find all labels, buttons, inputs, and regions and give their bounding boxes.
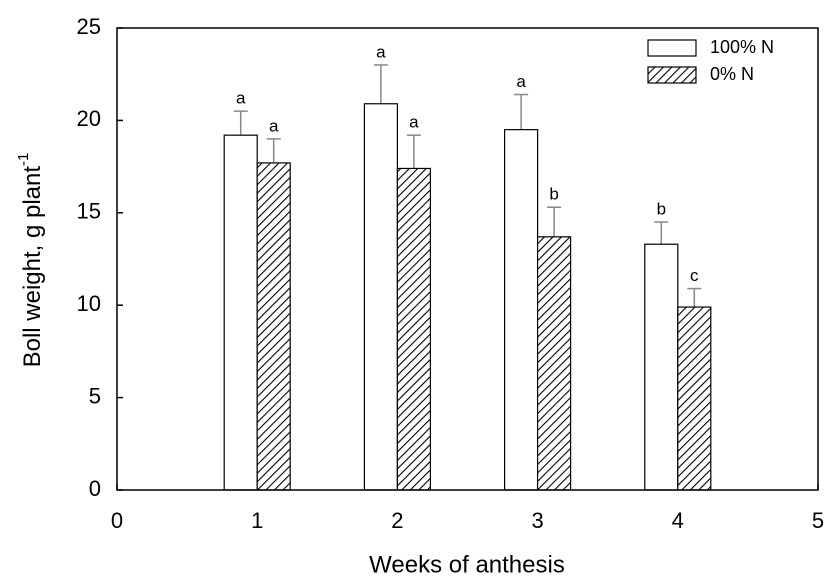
y-tick-label: 10 — [77, 291, 101, 316]
significance-letter: a — [516, 72, 526, 91]
y-tick-label: 0 — [89, 476, 101, 501]
bar — [396, 167, 431, 491]
legend-swatch — [647, 39, 697, 57]
y-tick-label: 25 — [77, 14, 101, 39]
x-tick-label: 5 — [812, 508, 824, 533]
bar — [363, 103, 398, 491]
x-tick-label: 4 — [672, 508, 684, 533]
significance-letter: a — [409, 113, 419, 132]
y-tick-label: 5 — [89, 383, 101, 408]
bar — [223, 134, 258, 491]
legend-label: 0% N — [710, 64, 754, 84]
legend-label: 100% N — [710, 37, 774, 57]
y-axis-label: Boll weight, g plant-1 — [15, 153, 46, 368]
x-axis-label: Weeks of anthesis — [369, 551, 565, 578]
x-tick-label: 0 — [111, 508, 123, 533]
significance-letter: c — [690, 266, 699, 285]
bar — [504, 129, 539, 491]
y-axis-label-sup: -1 — [15, 153, 32, 166]
significance-letter: a — [269, 116, 279, 135]
bar — [677, 306, 712, 491]
y-tick-label: 20 — [77, 106, 101, 131]
significance-letter: a — [236, 89, 246, 108]
significance-letter: b — [657, 200, 666, 219]
x-tick-label: 1 — [251, 508, 263, 533]
plot-frame — [116, 27, 819, 491]
significance-letter: b — [549, 185, 558, 204]
y-tick-label: 15 — [77, 199, 101, 224]
y-axis-label-text: Boll weight, g plant — [19, 166, 46, 368]
x-tick-label: 3 — [531, 508, 543, 533]
significance-letter: a — [376, 42, 386, 61]
x-tick-label: 2 — [391, 508, 403, 533]
legend-swatch — [647, 66, 697, 84]
bar — [256, 162, 291, 491]
bar — [644, 243, 679, 491]
bar — [536, 236, 572, 491]
